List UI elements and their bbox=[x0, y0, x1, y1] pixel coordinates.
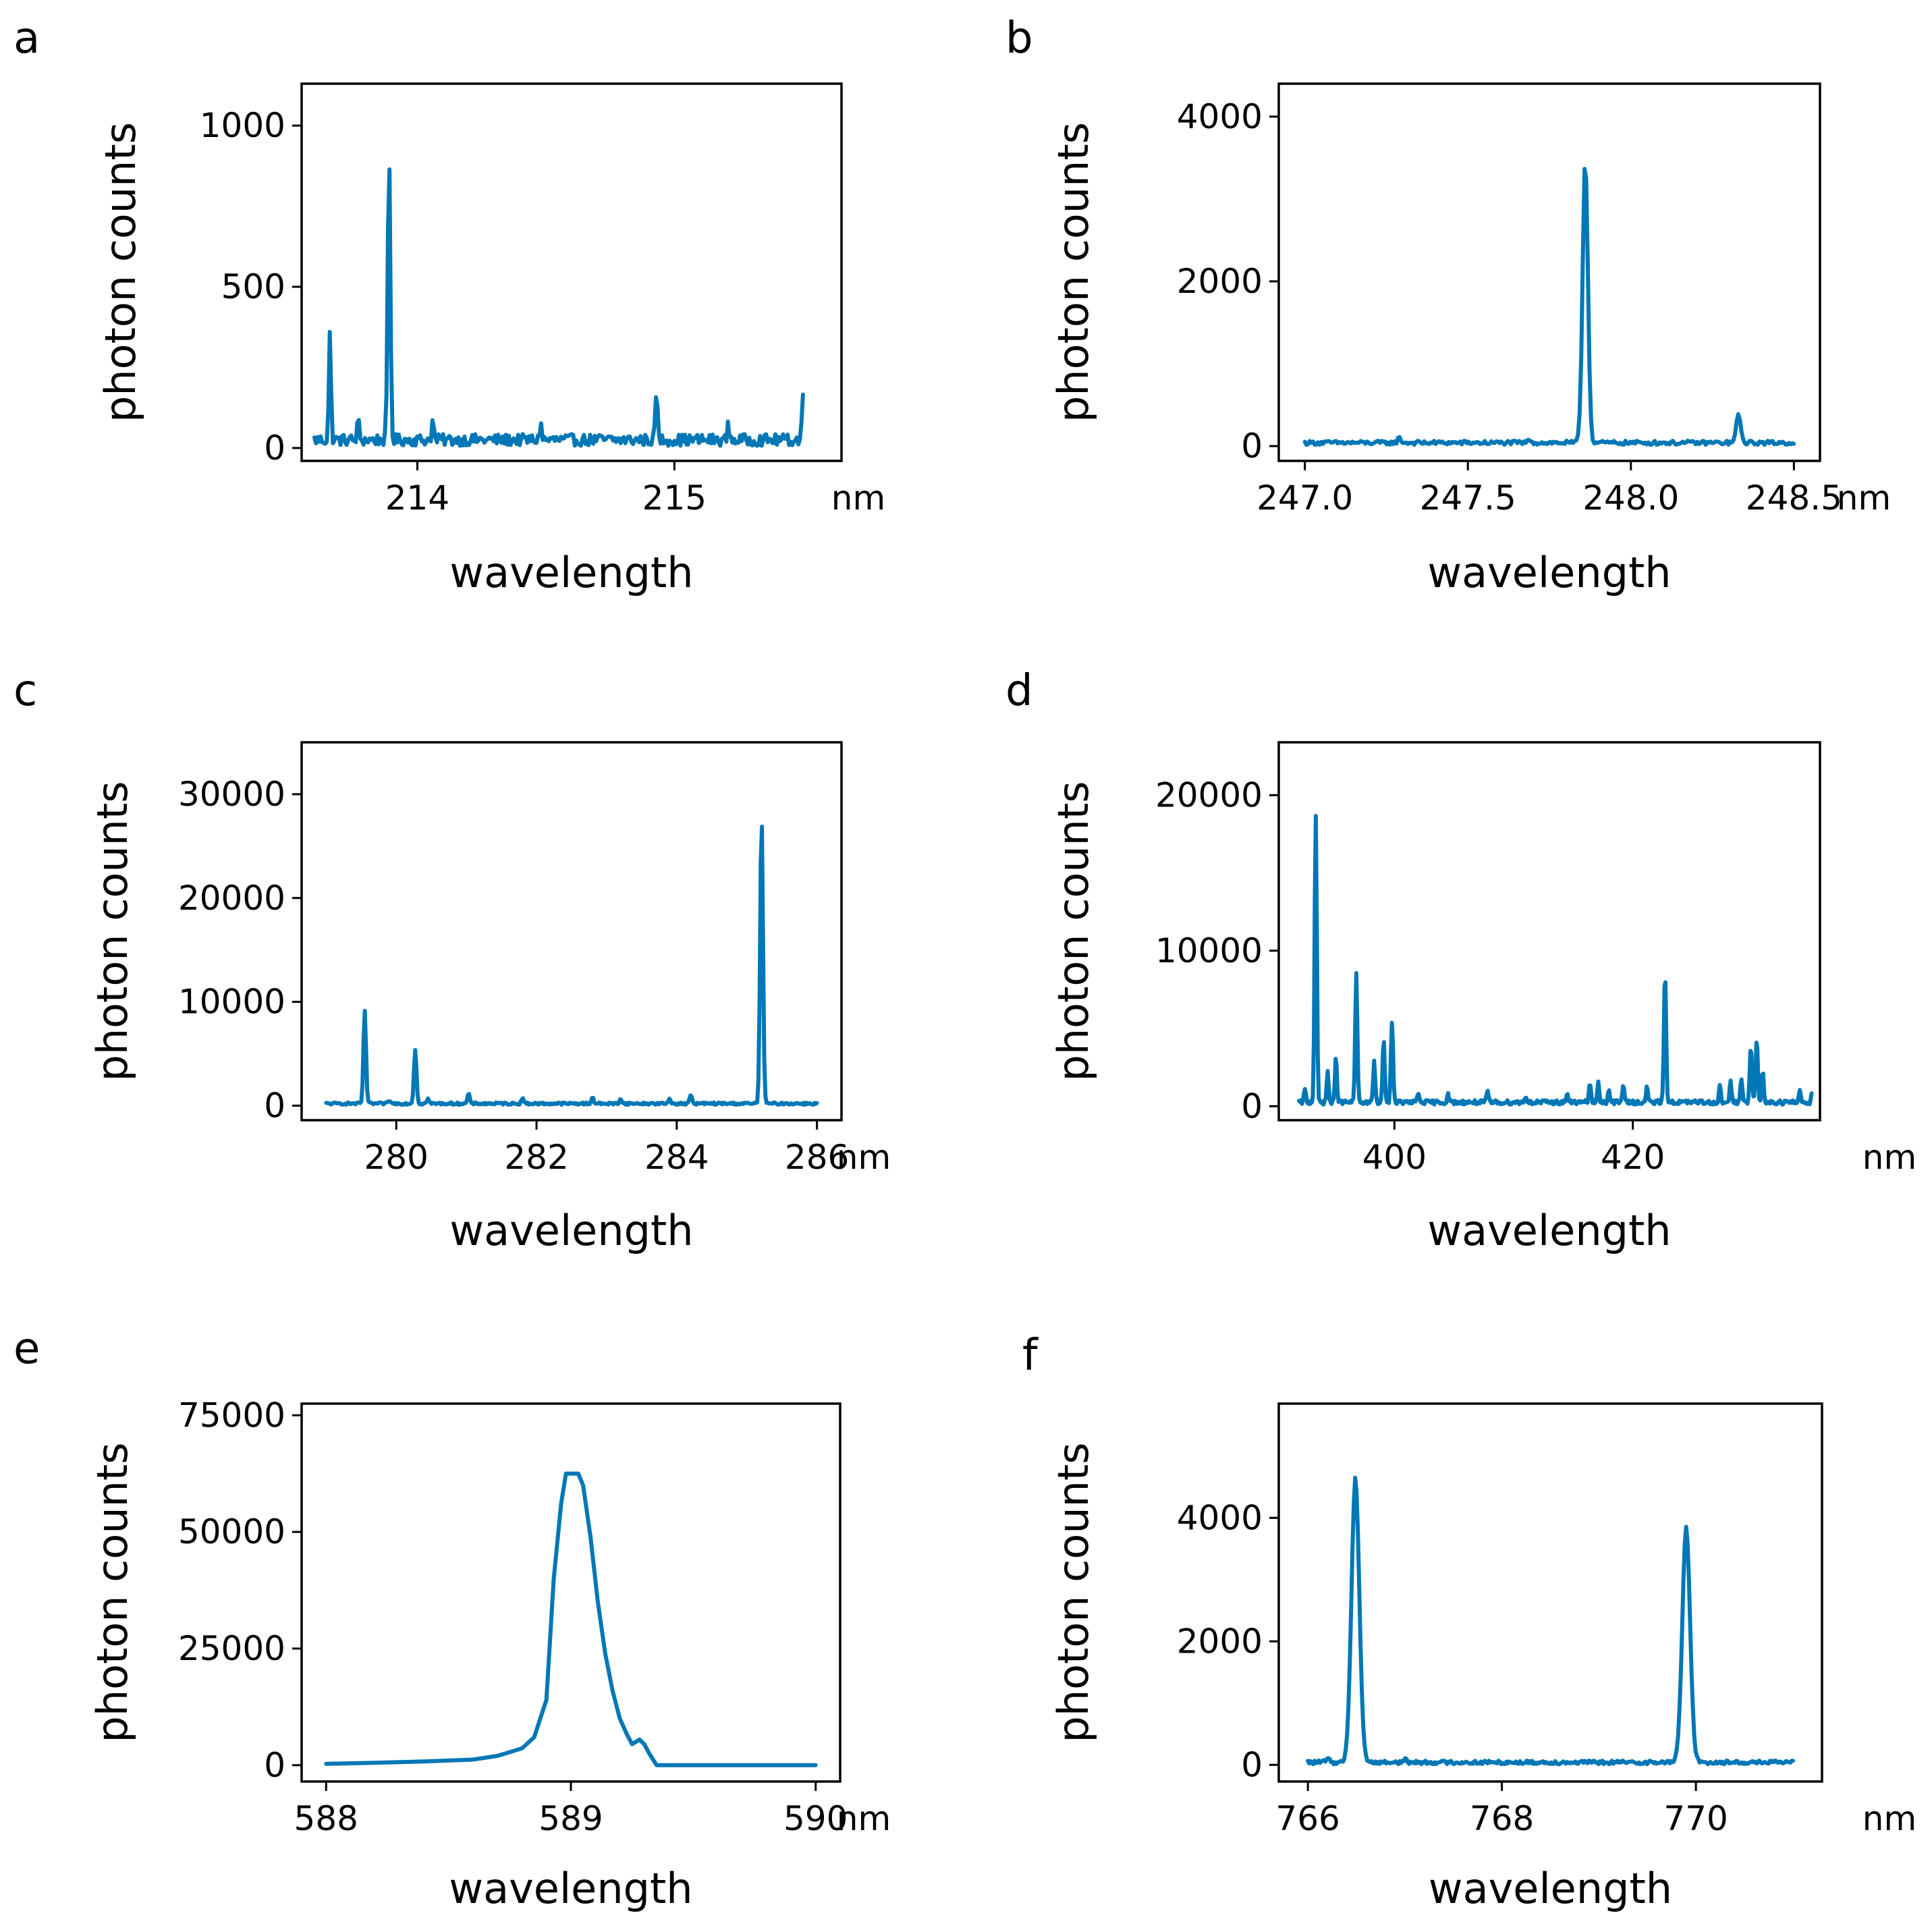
y-tick-label: 0 bbox=[1241, 426, 1263, 466]
y-tick-label: 10000 bbox=[1155, 931, 1263, 970]
spectrum-line bbox=[1297, 814, 1814, 1107]
y-axis-title: photon counts bbox=[88, 781, 137, 1081]
x-tick-label: 282 bbox=[504, 1138, 568, 1177]
x-tick-label: 247.5 bbox=[1420, 478, 1516, 518]
panel-label: a bbox=[13, 13, 40, 63]
y-tick-label: 4000 bbox=[1177, 97, 1263, 136]
panel-label: e bbox=[13, 1324, 40, 1374]
y-tick-label: 500 bbox=[221, 267, 285, 306]
plot-frame bbox=[300, 82, 843, 462]
y-tick-label: 0 bbox=[264, 1086, 285, 1125]
y-axis-title: photon counts bbox=[1049, 122, 1098, 422]
plot-frame bbox=[1277, 741, 1821, 1122]
plot-frame bbox=[1277, 1402, 1823, 1783]
panel-f: f 766 768 770 0 2000 4000 nm wavelength photon co… bbox=[1022, 1331, 1916, 1913]
y-axis-title: photon counts bbox=[1049, 781, 1098, 1081]
panel-label: b bbox=[1005, 13, 1033, 63]
spectrum-line bbox=[324, 824, 819, 1107]
plot-frame bbox=[1277, 82, 1821, 462]
x-axis-title: wavelength bbox=[449, 1864, 692, 1913]
plot-frame bbox=[300, 1402, 841, 1783]
x-tick-label: 248.5 bbox=[1746, 478, 1842, 518]
y-tick-label: 30000 bbox=[178, 775, 285, 814]
panel-label: f bbox=[1022, 1331, 1039, 1381]
y-tick-label: 0 bbox=[264, 1746, 285, 1785]
x-tick-label: 589 bbox=[539, 1799, 603, 1838]
y-tick-label: 0 bbox=[1241, 1086, 1263, 1126]
panel-b: b 247.0 247.5 248.0 248.5 0 2000 4000 nm waveleng… bbox=[1005, 13, 1891, 597]
x-tick-label: 588 bbox=[294, 1799, 358, 1838]
x-unit-label: nm bbox=[831, 478, 885, 518]
x-tick-label: 284 bbox=[644, 1138, 709, 1177]
x-tick-label: 770 bbox=[1663, 1799, 1728, 1838]
y-tick-label: 4000 bbox=[1177, 1498, 1263, 1537]
panel-a: a 214 215 0 500 1000 nm wavelength photon counts bbox=[13, 13, 885, 597]
plot-frame bbox=[300, 741, 843, 1122]
x-unit-label: nm bbox=[837, 1799, 891, 1838]
x-unit-label: nm bbox=[1862, 1138, 1916, 1177]
y-tick-label: 20000 bbox=[178, 879, 285, 918]
spectrum-line bbox=[1302, 167, 1796, 447]
x-axis-title: wavelength bbox=[1427, 1206, 1671, 1255]
x-tick-label: 248.0 bbox=[1582, 478, 1679, 518]
x-tick-label: 590 bbox=[783, 1799, 848, 1838]
y-tick-label: 10000 bbox=[178, 983, 285, 1022]
spectrum-line bbox=[1306, 1475, 1795, 1767]
spectrum-line bbox=[324, 1471, 818, 1767]
x-tick-label: 247.0 bbox=[1257, 478, 1353, 518]
panel-label: c bbox=[13, 666, 37, 716]
y-axis-title: photon counts bbox=[88, 1442, 137, 1742]
y-tick-label: 50000 bbox=[178, 1512, 285, 1551]
x-axis-title: wavelength bbox=[449, 548, 693, 597]
y-tick-label: 25000 bbox=[178, 1629, 285, 1668]
panel-d: d 400 420 0 10000 20000 nm wavelength photon cou… bbox=[1005, 666, 1916, 1255]
x-tick-label: 286 bbox=[785, 1138, 849, 1177]
y-axis-title: photon counts bbox=[96, 122, 145, 422]
panel-label: d bbox=[1005, 666, 1033, 716]
x-tick-label: 400 bbox=[1362, 1138, 1427, 1177]
y-tick-label: 0 bbox=[1241, 1745, 1263, 1784]
x-tick-label: 215 bbox=[642, 478, 707, 518]
panel-e: e 588 589 590 0 25000 50000 75000 nm wavelength ph… bbox=[13, 1324, 891, 1913]
x-axis-title: wavelength bbox=[449, 1206, 693, 1255]
x-tick-label: 766 bbox=[1275, 1799, 1340, 1838]
x-unit-label: nm bbox=[1837, 478, 1891, 518]
x-unit-label: nm bbox=[1862, 1799, 1916, 1838]
x-tick-label: 420 bbox=[1601, 1138, 1665, 1177]
spectrum-line bbox=[312, 167, 805, 448]
y-tick-label: 2000 bbox=[1177, 262, 1263, 301]
x-axis-title: wavelength bbox=[1429, 1864, 1672, 1913]
y-axis-title: photon counts bbox=[1049, 1442, 1098, 1742]
y-tick-label: 0 bbox=[264, 429, 285, 468]
x-tick-label: 280 bbox=[364, 1138, 429, 1177]
y-tick-label: 75000 bbox=[178, 1396, 285, 1435]
x-tick-label: 214 bbox=[385, 478, 449, 518]
x-tick-label: 768 bbox=[1470, 1799, 1534, 1838]
panel-c: c 280 282 284 286 0 10000 20000 30000 nm wavelengt… bbox=[13, 666, 891, 1255]
x-unit-label: nm bbox=[837, 1138, 891, 1177]
x-axis-title: wavelength bbox=[1427, 548, 1671, 597]
y-tick-label: 20000 bbox=[1155, 775, 1263, 815]
y-tick-label: 2000 bbox=[1177, 1622, 1263, 1661]
y-tick-label: 1000 bbox=[200, 106, 285, 145]
